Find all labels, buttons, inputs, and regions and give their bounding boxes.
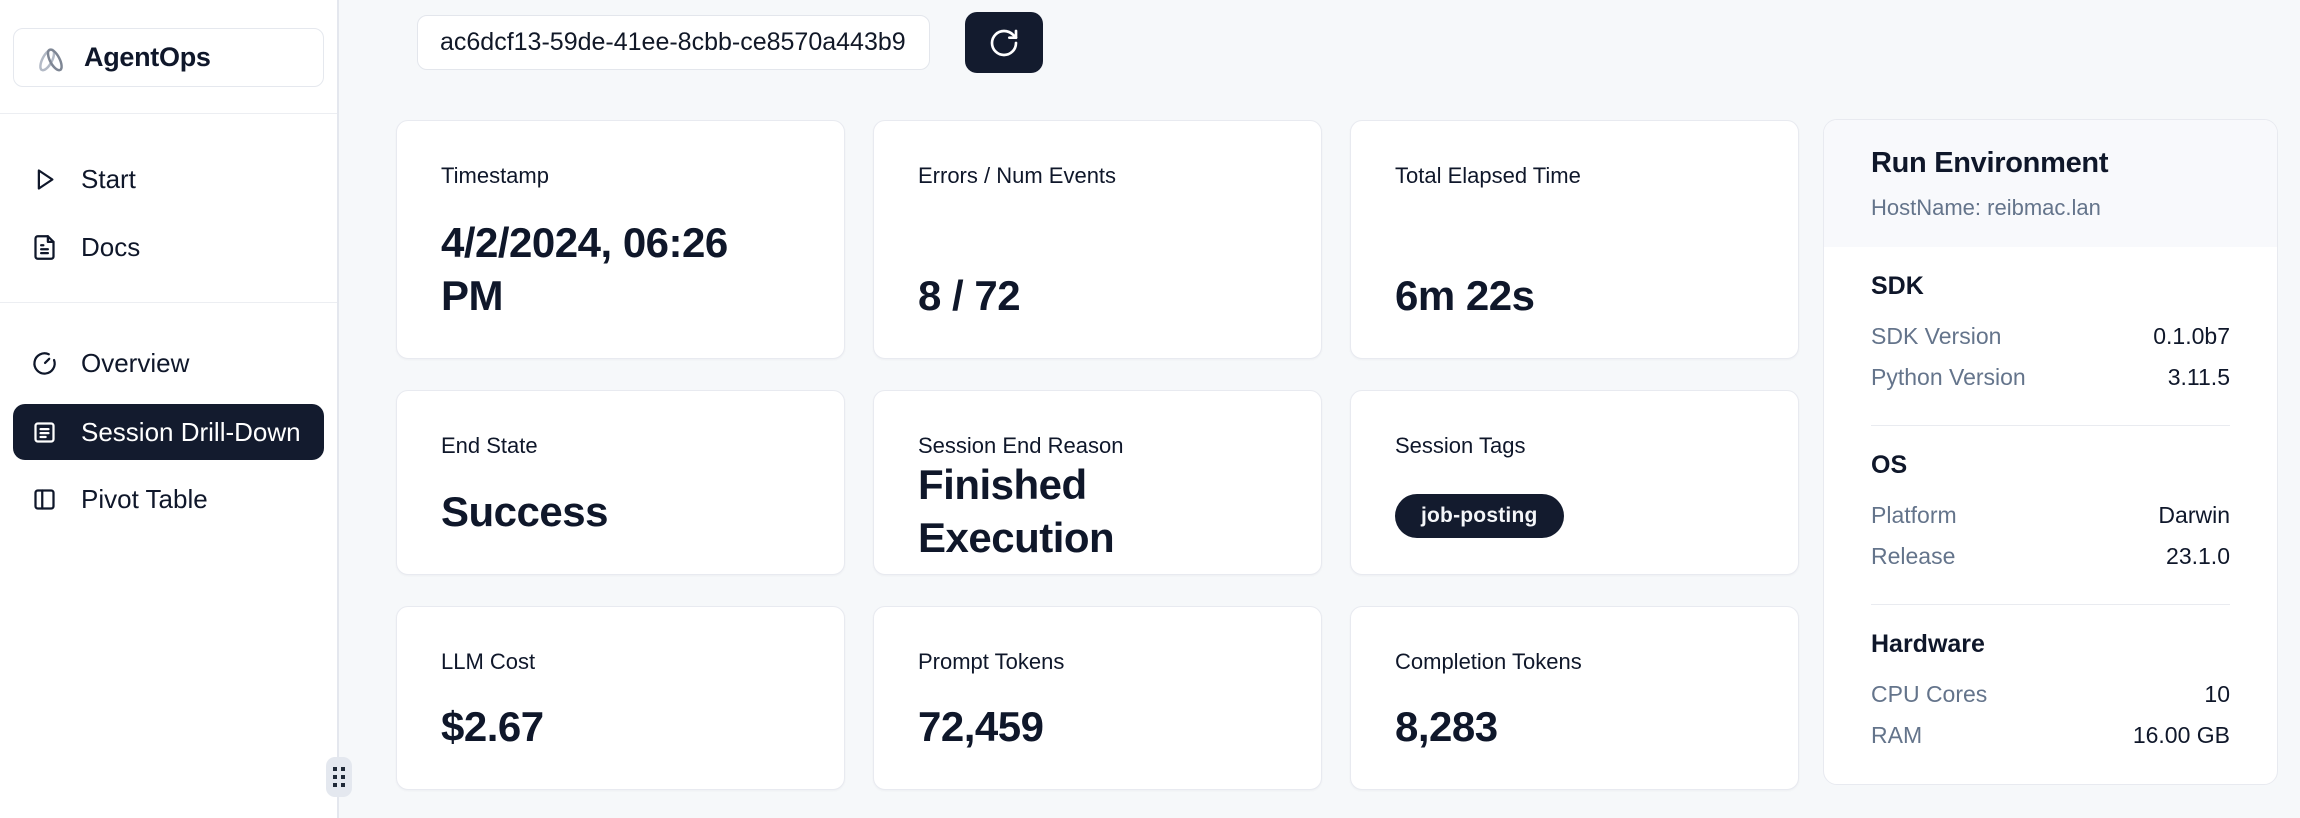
sidebar-item-label: Docs (81, 231, 141, 262)
env-row-value: 10 (2204, 681, 2230, 707)
stat-value: 72,459 (918, 702, 1044, 750)
env-row-value: Darwin (2158, 502, 2230, 528)
stat-value: $2.67 (441, 702, 544, 750)
sidebar-item-label: Pivot Table (81, 483, 208, 514)
refresh-icon (988, 27, 1020, 59)
env-row: CPU Cores 10 (1871, 674, 2230, 715)
env-row-label: Platform (1871, 502, 1957, 528)
section-heading: Hardware (1871, 630, 1985, 658)
sidebar-item-start[interactable]: Start (13, 155, 324, 203)
run-environment-panel: Run Environment HostName: reibmac.lan SD… (1823, 119, 2278, 785)
env-section-os: OS Platform Darwin Release 23.1.0 (1871, 425, 2230, 604)
stat-card-session-tags: Session Tags job-posting (1350, 390, 1799, 575)
stat-label: Errors / Num Events (918, 163, 1117, 188)
env-row-value: 16.00 GB (2132, 722, 2230, 748)
stat-card-end-state: End State Success (396, 390, 845, 575)
sidebar-item-label: Overview (81, 347, 190, 378)
stat-card-errors-num-events: Errors / Num Events 8 / 72 (873, 120, 1322, 359)
sidebar-divider (0, 302, 337, 303)
stat-label: Session Tags (1395, 433, 1526, 458)
stat-value: 6m 22s (1395, 271, 1535, 319)
env-row-value: 23.1.0 (2166, 543, 2230, 569)
session-tag-badge: job-posting (1395, 494, 1564, 538)
brand-logo[interactable]: AgentOps (13, 28, 324, 87)
env-row-label: RAM (1871, 722, 1923, 748)
stat-label: End State (441, 433, 538, 458)
env-section-hardware: Hardware CPU Cores 10 RAM 16.00 GB (1871, 604, 2230, 783)
sidebar-item-pivot-table[interactable]: Pivot Table (13, 475, 324, 523)
list-icon (31, 419, 58, 446)
stat-label: Prompt Tokens (918, 649, 1065, 674)
sidebar-item-session-drill-down[interactable]: Session Drill-Down (13, 404, 324, 460)
stat-label: Timestamp (441, 163, 549, 188)
stat-label: Completion Tokens (1395, 649, 1582, 674)
agentops-paperclip-icon (32, 39, 70, 77)
env-row-value: 0.1.0b7 (2153, 323, 2230, 349)
brand-name: AgentOps (84, 42, 211, 72)
stat-value: Success (441, 487, 608, 535)
gauge-icon (31, 350, 58, 377)
env-row-label: Python Version (1871, 364, 2026, 390)
section-heading: SDK (1871, 272, 1924, 300)
stat-card-session-end-reason: Session End Reason Finished Execution (873, 390, 1322, 575)
hostname-text: HostName: reibmac.lan (1871, 195, 2101, 220)
sidebar-item-overview[interactable]: Overview (13, 339, 324, 387)
env-section-sdk: SDK SDK Version 0.1.0b7 Python Version 3… (1871, 247, 2230, 425)
stat-value: 8 / 72 (918, 271, 1021, 319)
refresh-button[interactable] (965, 12, 1043, 73)
env-row-label: Release (1871, 543, 1956, 569)
sidebar-divider (0, 113, 337, 114)
stat-label: Total Elapsed Time (1395, 163, 1581, 188)
run-environment-title: Run Environment (1871, 147, 2109, 179)
stat-label: LLM Cost (441, 649, 536, 674)
stat-card-completion-tokens: Completion Tokens 8,283 (1350, 606, 1799, 790)
columns-icon (31, 486, 58, 513)
sidebar-item-label: Start (81, 163, 136, 194)
env-row: SDK Version 0.1.0b7 (1871, 316, 2230, 357)
section-heading: OS (1871, 451, 1908, 479)
stat-label: Session End Reason (918, 433, 1124, 458)
stat-value: Finished Execution (918, 461, 1115, 561)
env-row: Platform Darwin (1871, 495, 2230, 536)
stat-value: 4/2/2024, 06:26 PM (441, 219, 728, 319)
run-environment-header: Run Environment HostName: reibmac.lan (1824, 120, 2277, 247)
stat-card-prompt-tokens: Prompt Tokens 72,459 (873, 606, 1322, 790)
env-row: RAM 16.00 GB (1871, 715, 2230, 756)
env-row-value: 3.11.5 (2167, 364, 2230, 390)
run-environment-body: SDK SDK Version 0.1.0b7 Python Version 3… (1824, 247, 2277, 783)
stat-card-timestamp: Timestamp 4/2/2024, 06:26 PM (396, 120, 845, 359)
env-row-label: SDK Version (1871, 323, 2002, 349)
stat-card-total-elapsed-time: Total Elapsed Time 6m 22s (1350, 120, 1799, 359)
session-id-input[interactable] (417, 15, 930, 70)
sidebar-item-docs[interactable]: Docs (13, 223, 324, 271)
stat-card-llm-cost: LLM Cost $2.67 (396, 606, 845, 790)
env-row: Release 23.1.0 (1871, 536, 2230, 577)
stats-grid: Timestamp 4/2/2024, 06:26 PM Errors / Nu… (396, 120, 1799, 790)
sidebar-resize-handle[interactable] (326, 757, 352, 797)
document-icon (31, 234, 58, 261)
stat-value: 8,283 (1395, 702, 1498, 750)
sidebar: AgentOps Start Docs Overview (0, 0, 339, 818)
env-row-label: CPU Cores (1871, 681, 1988, 707)
play-icon (31, 166, 58, 193)
env-row: Python Version 3.11.5 (1871, 357, 2230, 398)
sidebar-item-label: Session Drill-Down (81, 416, 301, 447)
